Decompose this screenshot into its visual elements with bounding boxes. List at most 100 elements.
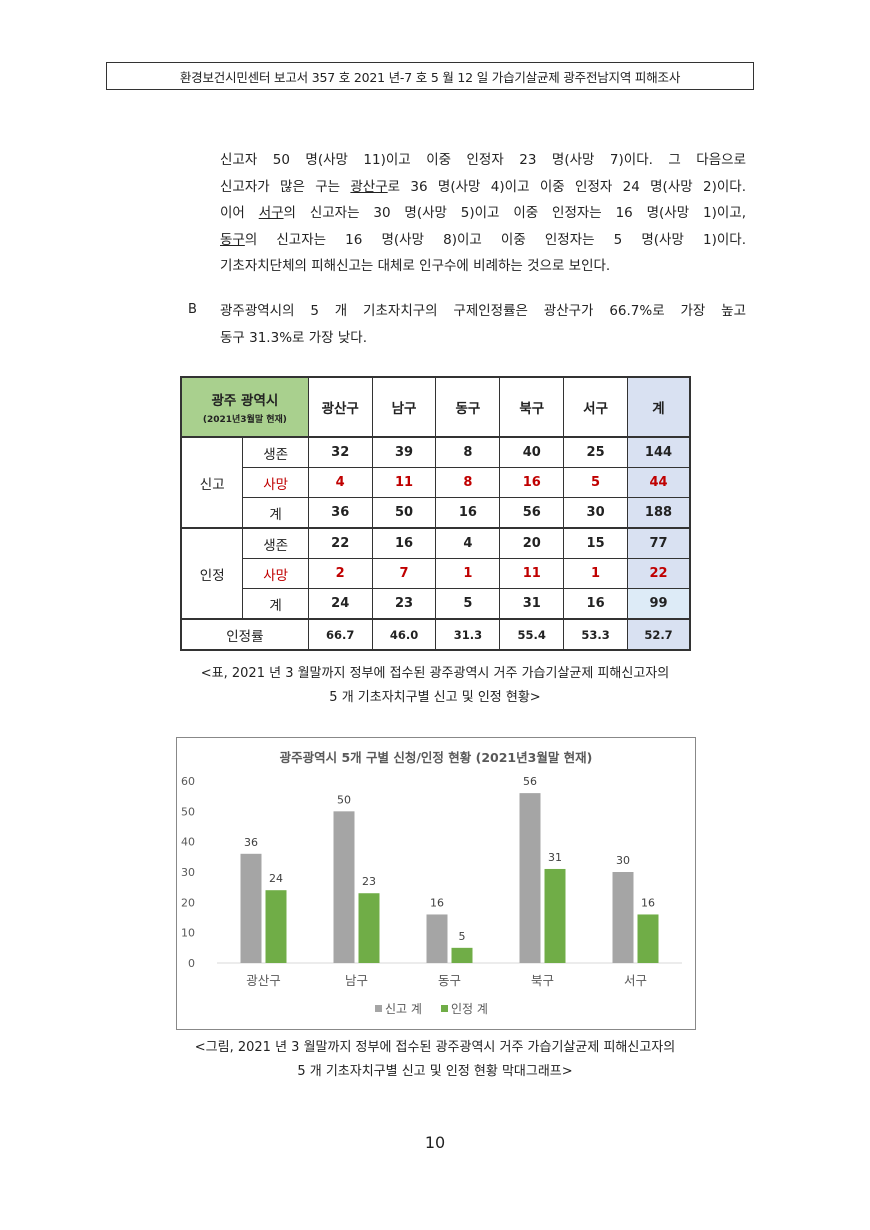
para-line-3: 이어 서구의 신고자는 30 명(사망 5)이고 이중 인정자는 16 명(사망… bbox=[220, 205, 746, 221]
col-header-total: 계 bbox=[627, 376, 691, 438]
bar-chart: 광주광역시 5개 구별 신청/인정 현황 (2021년3월말 현재) 0 10 20 3… bbox=[181, 750, 682, 1016]
underlined-donggu: 동구 bbox=[220, 231, 245, 248]
cell: 11 bbox=[499, 558, 565, 589]
table-row: 신고 생존 32 39 8 40 25 144 bbox=[180, 436, 691, 529]
x-tick-label: 남구 bbox=[345, 973, 368, 988]
cell: 24 bbox=[307, 588, 373, 620]
cell-total: 52.7 bbox=[627, 618, 691, 651]
paragraph-regional-reports: 신고자 50 명(사망 11)이고 이중 인정자 23 명(사망 7)이다. 그… bbox=[220, 147, 746, 280]
bullet-paragraph: 광주광역시의 5 개 기초자치구의 구제인정률은 광산구가 66.7%로 가장 … bbox=[220, 298, 746, 351]
group-label-approved: 인정 bbox=[180, 527, 244, 620]
y-tick-label: 0 bbox=[188, 957, 195, 970]
bar-approved bbox=[265, 890, 287, 963]
data-label: 16 bbox=[430, 896, 444, 909]
col-header-seogu: 서구 bbox=[563, 376, 628, 438]
underlined-seogu: 서구 bbox=[258, 205, 284, 221]
cell: 56 bbox=[499, 497, 565, 529]
chart-caption-line-2: 5 개 기초자치구별 신고 및 인정 현황 막대그래프> bbox=[297, 1064, 573, 1079]
cell: 30 bbox=[563, 497, 628, 529]
cell: 36 bbox=[307, 497, 373, 529]
para-line-5: 기초자치단체의 피해신고는 대체로 인구수에 비례하는 것으로 보인다. bbox=[220, 258, 611, 274]
bar-approved bbox=[451, 947, 473, 963]
row-label-alive: 생존 bbox=[242, 436, 309, 468]
bar-report bbox=[426, 914, 448, 963]
cell: 31.3 bbox=[435, 618, 501, 651]
para-line-2: 신고자가 많은 구는 광산구로 36 명(사망 4)이고 이중 인정자 24 명… bbox=[220, 178, 746, 195]
cell: 11 bbox=[371, 467, 437, 498]
bar-report bbox=[612, 872, 634, 963]
para-line-1: 신고자 50 명(사망 11)이고 이중 인정자 23 명(사망 7)이다. 그… bbox=[220, 152, 746, 168]
chart-title: 광주광역시 5개 구별 신청/인정 현황 (2021년3월말 현재) bbox=[280, 750, 593, 765]
cell: 1 bbox=[563, 558, 628, 589]
cell: 25 bbox=[563, 436, 628, 468]
chart-caption: <그림, 2021 년 3 월말까지 정부에 접수된 광주광역시 거주 가습기살… bbox=[0, 1036, 870, 1084]
cell: 8 bbox=[435, 467, 501, 498]
cell: 55.4 bbox=[499, 618, 565, 651]
cell: 2 bbox=[307, 558, 373, 589]
table-caption: <표, 2021 년 3 월말까지 정부에 접수된 광주광역시 거주 가습기살균… bbox=[0, 662, 870, 710]
col-header-namgu: 남구 bbox=[371, 376, 437, 438]
col-header-bukgu: 북구 bbox=[499, 376, 565, 438]
y-tick-label: 20 bbox=[181, 896, 195, 909]
table-row: 계 24 23 5 31 16 99 bbox=[181, 588, 691, 620]
table-row: 사망 2 7 1 11 1 22 bbox=[181, 558, 691, 589]
cell: 22 bbox=[307, 527, 373, 559]
district-stats-table: 광주 광역시 (2021년3월말 현재) 광산구 남구 동구 북구 서구 계 신… bbox=[180, 376, 691, 651]
cell: 66.7 bbox=[307, 618, 373, 651]
data-label: 31 bbox=[548, 851, 562, 864]
x-tick-label: 동구 bbox=[438, 973, 461, 988]
table-caption-line-1: <표, 2021 년 3 월말까지 정부에 접수된 광주광역시 거주 가습기살균… bbox=[200, 666, 670, 681]
data-label: 36 bbox=[244, 836, 258, 849]
data-label: 30 bbox=[616, 854, 630, 867]
underlined-gwangsan: 광산구 bbox=[350, 178, 388, 195]
table-corner: 광주 광역시 (2021년3월말 현재) bbox=[180, 376, 309, 438]
data-label: 24 bbox=[269, 872, 283, 885]
col-header-gwangsan: 광산구 bbox=[307, 376, 373, 438]
cell-total: 44 bbox=[627, 467, 691, 498]
row-label-death: 사망 bbox=[242, 467, 309, 498]
cell: 23 bbox=[371, 588, 437, 620]
cell: 15 bbox=[563, 527, 628, 559]
cell: 16 bbox=[435, 497, 501, 529]
cell: 40 bbox=[499, 436, 565, 468]
group-label-report: 신고 bbox=[180, 436, 244, 529]
table-caption-line-2: 5 개 기초자치구별 신고 및 인정 현황> bbox=[329, 690, 541, 705]
table-row-rate: 인정률 66.7 46.0 31.3 55.4 53.3 52.7 bbox=[180, 618, 691, 651]
cell: 31 bbox=[499, 588, 565, 620]
table-row: 계 36 50 16 56 30 188 bbox=[181, 497, 691, 529]
bullet-line-2: 동구 31.3%로 가장 낮다. bbox=[220, 329, 367, 346]
legend-label: 인정 계 bbox=[451, 1002, 488, 1016]
data-label: 56 bbox=[523, 775, 537, 788]
table-row: 인정 생존 22 16 4 20 15 77 bbox=[180, 527, 691, 620]
cell: 20 bbox=[499, 527, 565, 559]
bar-approved bbox=[358, 893, 380, 963]
y-tick-label: 10 bbox=[181, 927, 195, 940]
report-header: 환경보건시민센터 보고서 357 호 2021 년-7 호 5 월 12 일 가… bbox=[106, 62, 754, 90]
chart-caption-line-1: <그림, 2021 년 3 월말까지 정부에 접수된 광주광역시 거주 가습기살… bbox=[194, 1040, 676, 1055]
data-label: 5 bbox=[459, 930, 466, 943]
legend-swatch bbox=[441, 1005, 448, 1012]
row-label-rate: 인정률 bbox=[180, 618, 309, 651]
bullet-line-1: 광주광역시의 5 개 기초자치구의 구제인정률은 광산구가 66.7%로 가장 … bbox=[220, 303, 746, 319]
bullet-marker: B bbox=[188, 302, 197, 317]
bar-chart-frame: 광주광역시 5개 구별 신청/인정 현황 (2021년3월말 현재) 0 10 20 3… bbox=[176, 737, 696, 1030]
x-tick-label: 광산구 bbox=[246, 973, 281, 988]
bar-report bbox=[240, 853, 262, 963]
row-label-death: 사망 bbox=[242, 558, 309, 589]
cell-total: 144 bbox=[627, 436, 691, 468]
cell: 7 bbox=[371, 558, 437, 589]
y-tick-label: 50 bbox=[181, 805, 195, 818]
legend-label: 신고 계 bbox=[385, 1002, 422, 1016]
x-tick-label: 서구 bbox=[624, 973, 647, 988]
row-label-sum: 계 bbox=[242, 588, 309, 620]
x-tick-label: 북구 bbox=[531, 973, 554, 988]
y-tick-label: 60 bbox=[181, 775, 195, 788]
y-tick-label: 40 bbox=[181, 836, 195, 849]
bar-approved bbox=[544, 868, 566, 963]
cell: 5 bbox=[435, 588, 501, 620]
data-label: 16 bbox=[641, 896, 655, 909]
cell: 16 bbox=[499, 467, 565, 498]
cell-total: 188 bbox=[627, 497, 691, 529]
cell: 1 bbox=[435, 558, 501, 589]
row-label-alive: 생존 bbox=[242, 527, 309, 559]
